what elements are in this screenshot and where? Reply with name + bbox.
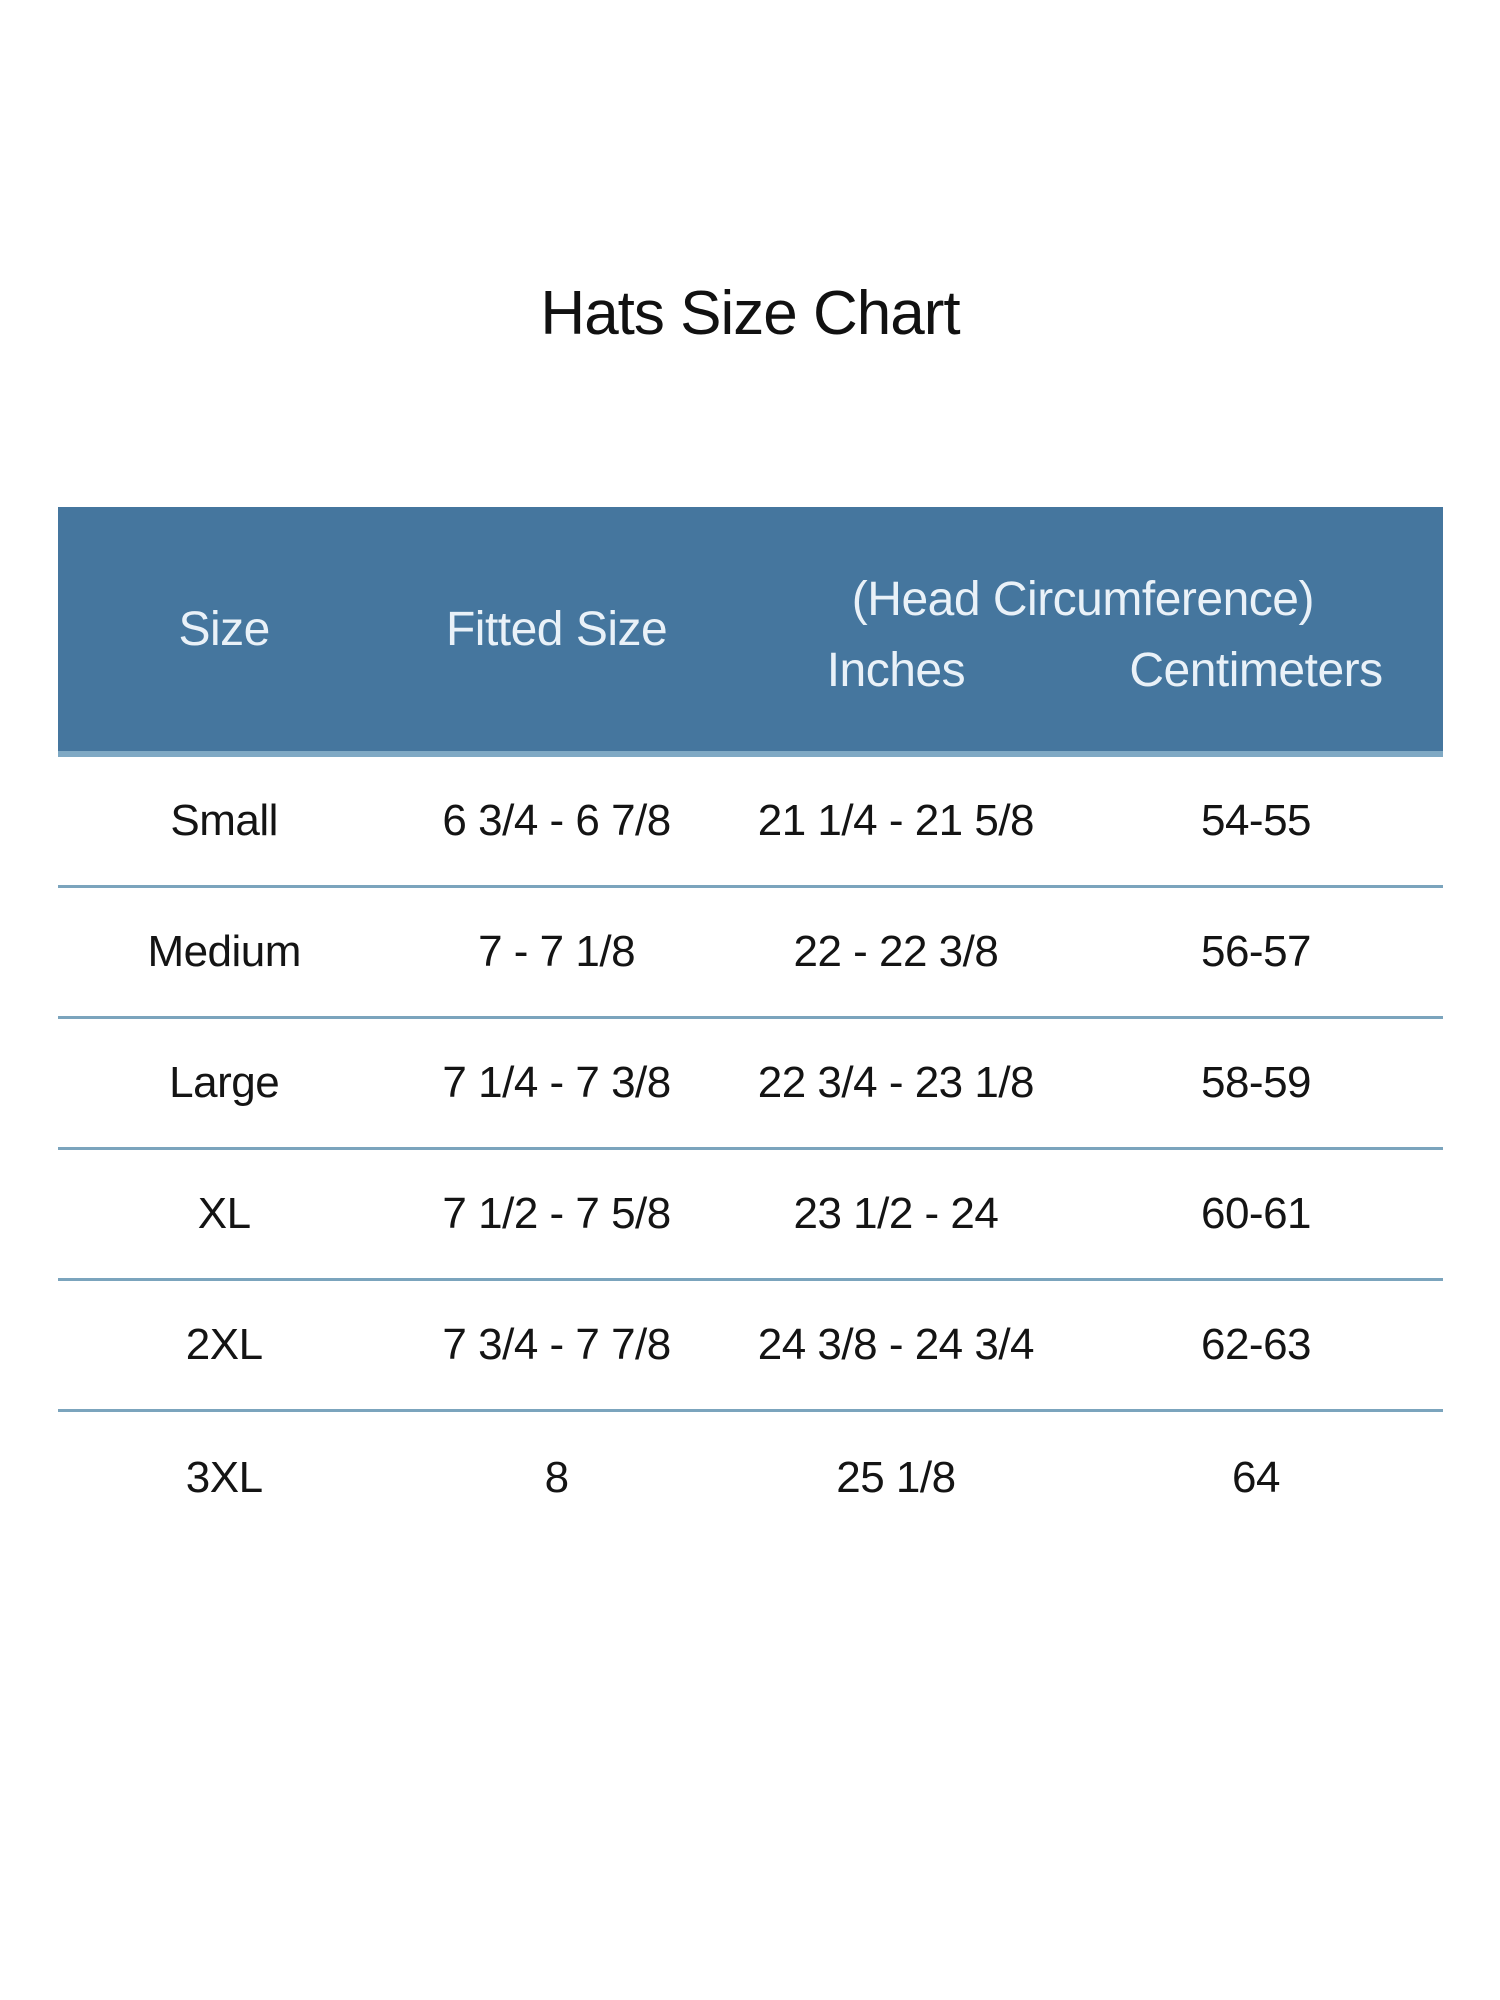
table-row-small: Small 6 3/4 - 6 7/8 21 1/4 - 21 5/8 54-5… (58, 757, 1443, 888)
cell-fitted-size: 7 1/4 - 7 3/8 (442, 1058, 671, 1107)
cell-centimeters: 62-63 (1200, 1320, 1312, 1369)
cell-fitted-size: 7 1/2 - 7 5/8 (442, 1189, 671, 1238)
cell-inches: 24 3/8 - 24 3/4 (757, 1320, 1035, 1369)
header-inches: Inches (826, 644, 966, 697)
table-row-3xl: 3XL 8 25 1/8 64 (58, 1412, 1443, 1543)
cell-centimeters: 56-57 (1200, 927, 1312, 976)
cell-fitted-size: 7 - 7 1/8 (478, 927, 636, 976)
header-fitted-size: Fitted Size (445, 602, 668, 656)
cell-size: 2XL (185, 1320, 263, 1369)
cell-size: XL (197, 1189, 251, 1238)
cell-inches: 22 - 22 3/8 (793, 927, 999, 976)
cell-inches: 23 1/2 - 24 (793, 1189, 999, 1238)
cell-size: 3XL (185, 1452, 263, 1502)
cell-fitted-size: 8 (544, 1452, 569, 1502)
cell-fitted-size: 6 3/4 - 6 7/8 (442, 796, 671, 845)
cell-inches: 22 3/4 - 23 1/8 (757, 1058, 1035, 1107)
page-title: Hats Size Chart (540, 279, 960, 348)
cell-fitted-size: 7 3/4 - 7 7/8 (442, 1320, 671, 1369)
table-row-medium: Medium 7 - 7 1/8 22 - 22 3/8 56-57 (58, 888, 1443, 1019)
header-size: Size (178, 602, 271, 656)
cell-inches: 21 1/4 - 21 5/8 (757, 796, 1035, 845)
header-centimeters: Centimeters (1129, 644, 1383, 697)
cell-centimeters: 64 (1232, 1452, 1280, 1502)
table-row-2xl: 2XL 7 3/4 - 7 7/8 24 3/8 - 24 3/4 62-63 (58, 1281, 1443, 1412)
table-row-large: Large 7 1/4 - 7 3/8 22 3/4 - 23 1/8 58-5… (58, 1019, 1443, 1150)
table-header: Size Fitted Size (Head Circumference) In… (58, 507, 1443, 757)
cell-size: Small (170, 796, 278, 845)
header-head-circumference: (Head Circumference) (851, 573, 1315, 626)
cell-centimeters: 58-59 (1200, 1058, 1312, 1107)
cell-size: Large (169, 1058, 280, 1107)
cell-centimeters: 60-61 (1200, 1189, 1312, 1238)
cell-centimeters: 54-55 (1200, 796, 1312, 845)
cell-inches: 25 1/8 (836, 1452, 956, 1502)
size-chart-table: Size Fitted Size (Head Circumference) In… (58, 507, 1443, 1543)
table-row-xl: XL 7 1/2 - 7 5/8 23 1/2 - 24 60-61 (58, 1150, 1443, 1281)
cell-size: Medium (147, 927, 301, 976)
